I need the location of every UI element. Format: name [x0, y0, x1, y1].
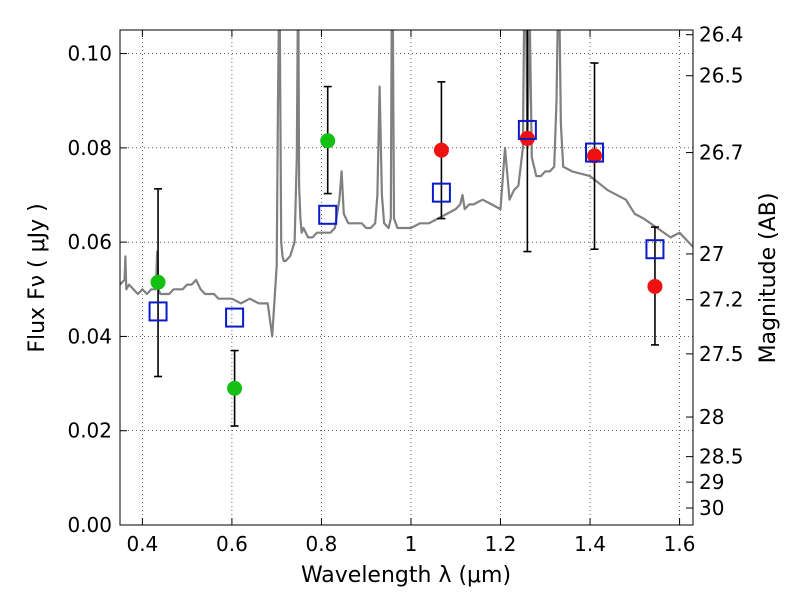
spectrum-line: [120, 30, 693, 338]
model-point-square: [318, 204, 338, 225]
mag-tick-label: 26.5: [699, 64, 744, 88]
y-tick-label: 0.10: [67, 42, 112, 66]
mag-tick-label: 26.7: [699, 141, 744, 165]
model-point-square: [148, 301, 168, 322]
mag-tick-label: 27.2: [699, 288, 744, 312]
x-tick-label: 1.6: [664, 532, 696, 556]
mag-tick-label: 27: [699, 242, 724, 266]
grid: [120, 30, 693, 526]
mag-tick-label: 26.4: [699, 23, 744, 47]
plot-area: [120, 30, 693, 525]
data-point-circle: [227, 380, 243, 396]
x-axis-label: Wavelength λ (μm): [301, 563, 511, 588]
x-tick-label: 0.4: [126, 532, 158, 556]
mag-tick-label: 28: [699, 405, 724, 429]
data-point-circle: [647, 278, 663, 294]
data-point-circle: [320, 133, 336, 149]
model-point-square: [585, 142, 605, 163]
data-point-circle: [150, 274, 166, 290]
plot-frame: [119, 29, 694, 526]
mag-tick-label: 27.5: [699, 342, 744, 366]
model-point-square: [517, 119, 537, 140]
x-tick-label: 0.8: [306, 532, 338, 556]
model-point-square: [431, 182, 451, 203]
y-tick-label: 0.08: [67, 136, 112, 160]
y-tick-label: 0.06: [67, 230, 112, 254]
x-tick-label: 1.4: [574, 532, 606, 556]
x-tick-label: 0.6: [216, 532, 248, 556]
axes: 0.4 0.6 0.8 1 1.2 1.4 1.6 0.00 0.02 0.04 0.06 0.08 0…: [67, 23, 743, 556]
y-tick-label: 0.00: [67, 513, 112, 537]
data-layer: [120, 30, 693, 427]
mag-tick-label: 30: [699, 496, 724, 520]
mag-tick-label: 28.5: [699, 445, 744, 469]
y-tick-label: 0.02: [67, 419, 112, 443]
mag-tick-label: 29: [699, 470, 724, 494]
data-point-circle: [587, 148, 603, 164]
data-point-circle: [433, 142, 449, 158]
x-tick-label: 1: [405, 532, 418, 556]
y-axis-label: Flux Fν ( μJy ): [25, 203, 50, 352]
x-tick-label: 1.2: [485, 532, 517, 556]
y-tick-label: 0.04: [67, 324, 112, 348]
model-point-square: [645, 239, 665, 260]
y2-axis-label: Magnitude (AB): [756, 193, 781, 364]
model-point-square: [225, 307, 245, 328]
